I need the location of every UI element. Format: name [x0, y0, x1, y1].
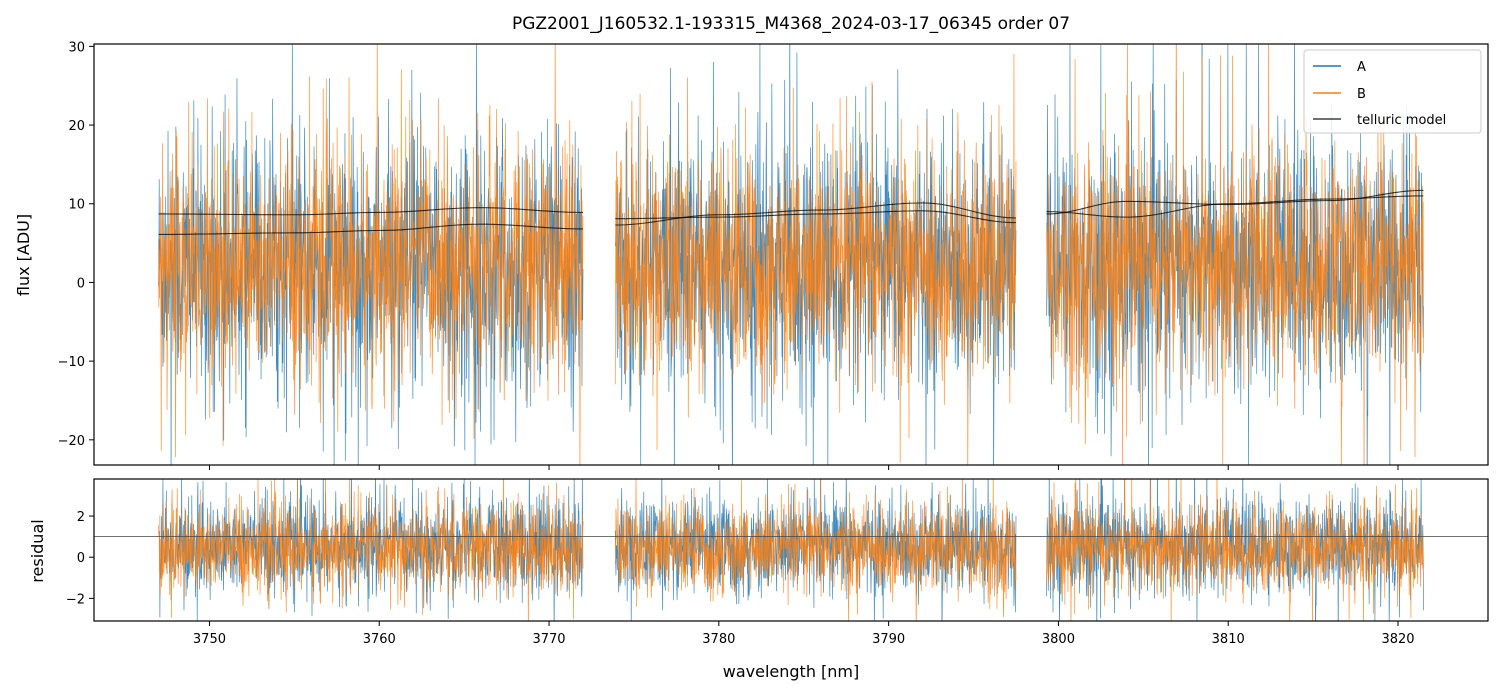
flux-panel: −20 −10 0 10 20 30 flux [ADU] A B telluric mo…	[14, 40, 1489, 470]
residual-y-tick-label: 0	[77, 551, 85, 566]
flux-y-ticks: −20 −10 0 10 20 30	[58, 40, 94, 449]
flux-x-ticks	[208, 465, 1399, 470]
residual-panel: −2 0 2 3750 3760 3770 3780 3790 3800 3810 3820 re…	[28, 478, 1489, 681]
x-tick-label: 3810	[1212, 632, 1245, 647]
telluric-model-curve-6	[1046, 195, 1424, 218]
telluric-model-curve-4	[615, 210, 1016, 224]
x-axis-label: wavelength [nm]	[723, 662, 860, 681]
x-tick-label: 3790	[872, 632, 905, 647]
residual-y-axis-label: residual	[28, 519, 47, 582]
residual-y-ticks: −2 0 2	[66, 510, 94, 607]
x-tick-label: 3760	[363, 632, 396, 647]
residual-axes-frame	[93, 478, 1489, 622]
flux-series-b-segment-3	[1046, 44, 1424, 465]
flux-y-axis-label: flux [ADU]	[14, 214, 33, 296]
flux-y-tick-label: 30	[68, 40, 85, 55]
legend-box	[1303, 49, 1482, 134]
legend-label-b: B	[1357, 87, 1366, 102]
chart-title: PGZ2001_J160532.1-193315_M4368_2024-03-1…	[512, 14, 1070, 34]
legend-label-a: A	[1357, 60, 1366, 75]
residual-y-tick-label: −2	[66, 592, 85, 607]
flux-series-b-segment-1	[158, 44, 584, 465]
x-tick-label: 3780	[702, 632, 735, 647]
x-tick-label: 3800	[1042, 632, 1075, 647]
legend-label-telluric: telluric model	[1357, 113, 1446, 128]
flux-series-b-segment-2	[614, 54, 1017, 465]
legend: A B telluric model	[1303, 49, 1482, 134]
telluric-model-curve-2	[158, 223, 584, 235]
x-tick-label: 3820	[1381, 632, 1414, 647]
residual-series-b-segment-3	[1046, 479, 1424, 621]
flux-plot-area	[158, 44, 1424, 465]
telluric-model-curve-1	[158, 207, 584, 216]
flux-y-tick-label: 0	[77, 276, 85, 291]
x-tick-label: 3770	[532, 632, 565, 647]
flux-y-tick-label: 10	[68, 198, 85, 213]
residual-series-b-segment-1	[158, 479, 584, 621]
flux-y-tick-label: −20	[58, 434, 85, 449]
flux-axes-frame	[93, 43, 1489, 466]
residual-x-ticks: 3750 3760 3770 3780 3790 3800 3810 3820	[193, 621, 1415, 647]
residual-series-b-segment-2	[614, 479, 1017, 621]
residual-y-tick-label: 2	[77, 510, 85, 525]
residual-plot-area	[94, 479, 1488, 621]
flux-y-tick-label: −10	[58, 355, 85, 370]
flux-y-tick-label: 20	[68, 119, 85, 134]
x-tick-label: 3750	[193, 632, 226, 647]
